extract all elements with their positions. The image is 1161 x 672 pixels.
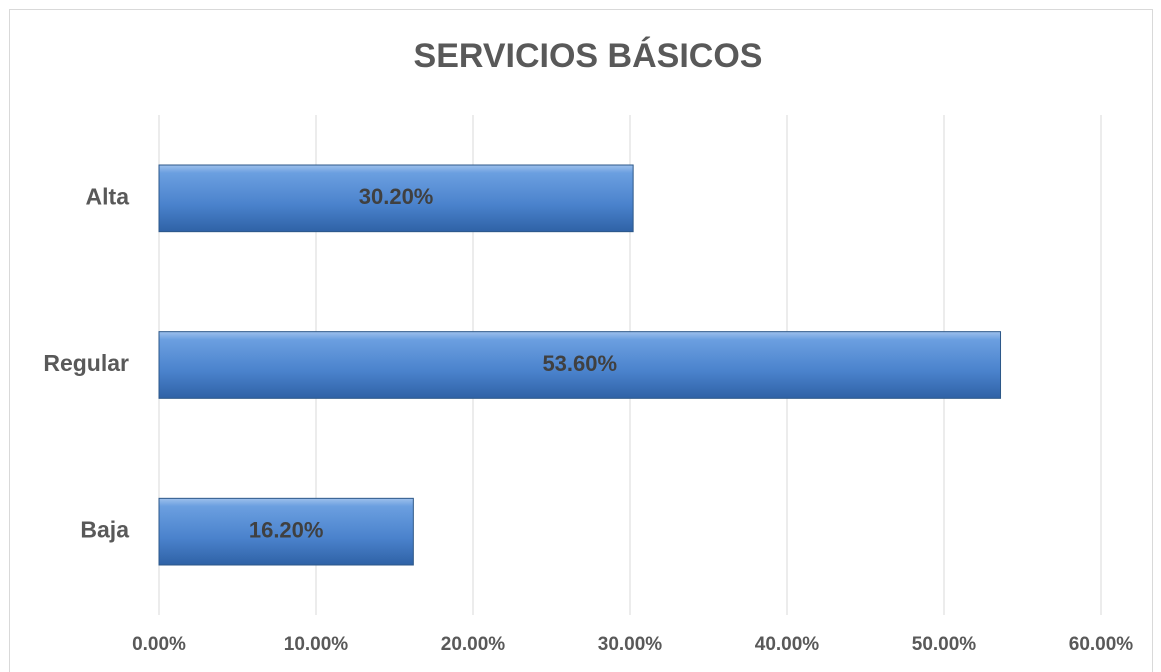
- chart-title: SERVICIOS BÁSICOS: [414, 37, 763, 75]
- y-tick-label: Regular: [43, 350, 129, 376]
- x-tick-label: 50.00%: [912, 634, 977, 655]
- value-label: 16.20%: [249, 517, 324, 542]
- x-tick-label: 20.00%: [441, 634, 506, 655]
- y-tick-label: Alta: [86, 183, 130, 209]
- bar: [158, 497, 414, 566]
- x-tick-label: 0.00%: [132, 634, 186, 655]
- value-label: 53.60%: [542, 351, 617, 376]
- x-tick-label: 30.00%: [598, 634, 663, 655]
- bar: [158, 164, 634, 233]
- x-tick-label: 60.00%: [1069, 634, 1134, 655]
- x-tick-label: 10.00%: [284, 634, 349, 655]
- value-label: 30.20%: [359, 184, 434, 209]
- y-tick-label: Baja: [80, 517, 129, 543]
- x-tick-label: 40.00%: [755, 634, 820, 655]
- bar: [158, 331, 1002, 399]
